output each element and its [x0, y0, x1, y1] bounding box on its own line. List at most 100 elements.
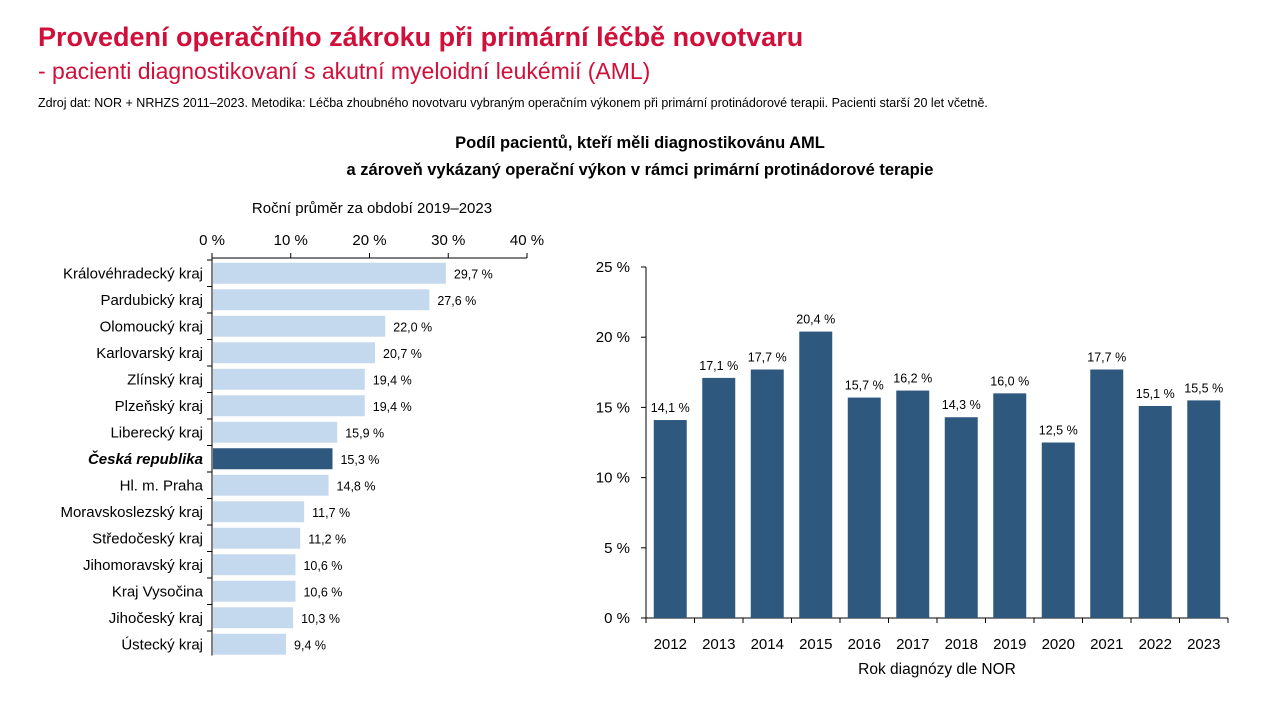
regional-category-label: Olomoucký kraj: [100, 318, 203, 335]
regional-x-tick-label: 20 %: [352, 232, 386, 249]
chart-heading-line-2: a zároveň vykázaný operační výkon v rámc…: [346, 161, 934, 179]
regional-bar: [213, 527, 301, 549]
regional-category-label: Plzeňský kraj: [115, 398, 203, 415]
yearly-x-tick-label: 2023: [1187, 636, 1220, 653]
regional-bar: [213, 421, 338, 443]
yearly-value-label: 15,1 %: [1136, 387, 1175, 401]
regional-value-label: 10,3 %: [301, 612, 340, 626]
regional-x-tick-label: 10 %: [274, 232, 308, 249]
yearly-bar: [944, 417, 978, 618]
regional-category-label: Liberecký kraj: [110, 424, 203, 441]
yearly-bar: [1187, 400, 1221, 618]
yearly-x-tick-label: 2020: [1042, 636, 1075, 653]
yearly-bar: [799, 331, 833, 618]
regional-bar-chart: 0 % 10 % 20 % 30 % 40 % Královéhradecký kraj 2…: [60, 232, 544, 656]
regional-value-label: 10,6 %: [303, 585, 342, 599]
yearly-x-tick-label: 2021: [1090, 636, 1123, 653]
yearly-value-label: 15,5 %: [1184, 381, 1223, 395]
regional-category-label: Moravskoslezský kraj: [60, 504, 203, 521]
yearly-value-label: 17,1 %: [699, 359, 738, 373]
regional-value-label: 19,4 %: [373, 373, 412, 387]
yearly-value-label: 14,1 %: [651, 401, 690, 415]
yearly-bar: [1041, 442, 1075, 618]
page-subtitle: - pacienti diagnostikovaní s akutní myel…: [38, 58, 651, 84]
regional-bar: [213, 342, 376, 364]
regional-bar: [213, 315, 386, 337]
yearly-value-label: 20,4 %: [796, 313, 835, 327]
yearly-value-label: 16,0 %: [990, 374, 1029, 388]
data-source-note: Zdroj dat: NOR + NRHZS 2011–2023. Metodi…: [38, 96, 988, 110]
yearly-bar: [847, 397, 881, 618]
regional-chart-title: Roční průměr za období 2019–2023: [251, 200, 493, 217]
regional-bar: [213, 368, 365, 390]
regional-category-label: Zlínský kraj: [127, 371, 203, 388]
regional-bar: [213, 395, 365, 417]
regional-bar: [213, 607, 294, 629]
regional-category-label: Hl. m. Praha: [120, 477, 204, 494]
yearly-x-tick-label: 2017: [896, 636, 929, 653]
yearly-bar: [750, 369, 784, 618]
regional-value-label: 10,6 %: [303, 559, 342, 573]
yearly-x-tick-label: 2014: [751, 636, 784, 653]
regional-category-label: Jihomoravský kraj: [83, 557, 203, 574]
yearly-x-tick-label: 2022: [1139, 636, 1172, 653]
regional-bar: [213, 262, 446, 284]
yearly-value-label: 17,7 %: [748, 350, 787, 364]
yearly-y-tick-label: 20 %: [596, 329, 630, 346]
regional-category-label: Kraj Vysočina: [112, 583, 204, 600]
yearly-x-tick-label: 2013: [702, 636, 735, 653]
regional-bar: [213, 633, 287, 655]
yearly-y-tick-label: 0 %: [604, 610, 630, 627]
regional-value-label: 11,7 %: [312, 506, 350, 520]
regional-category-label: Královéhradecký kraj: [63, 265, 203, 282]
regional-bar: [213, 289, 430, 311]
regional-bar: [213, 474, 329, 496]
regional-x-tick-label: 40 %: [510, 232, 544, 249]
regional-category-label: Ústecký kraj: [121, 636, 203, 653]
yearly-value-label: 15,7 %: [845, 379, 884, 393]
regional-x-tick-label: 30 %: [431, 232, 465, 249]
yearly-y-tick-label: 15 %: [596, 399, 630, 416]
regional-value-label: 15,9 %: [345, 426, 384, 440]
yearly-x-tick-label: 2016: [848, 636, 881, 653]
yearly-x-tick-label: 2012: [654, 636, 687, 653]
regional-value-label: 22,0 %: [393, 320, 432, 334]
page-title: Provedení operačního zákroku při primárn…: [38, 22, 804, 52]
yearly-bar: [1138, 405, 1172, 618]
yearly-y-tick-label: 25 %: [596, 259, 630, 276]
yearly-y-tick-label: 10 %: [596, 470, 630, 487]
yearly-value-label: 16,2 %: [893, 372, 932, 386]
regional-value-label: 11,2 %: [308, 532, 346, 546]
yearly-chart-x-axis-label: Rok diagnózy dle NOR: [858, 661, 1016, 678]
yearly-x-tick-label: 2015: [799, 636, 832, 653]
chart-heading-line-1: Podíl pacientů, kteří měli diagnostiková…: [455, 134, 825, 152]
regional-category-label: Česká republika: [88, 450, 203, 468]
yearly-value-label: 17,7 %: [1087, 350, 1126, 364]
regional-category-label: Pardubický kraj: [100, 292, 203, 309]
regional-value-label: 19,4 %: [373, 400, 412, 414]
yearly-bar: [702, 377, 736, 618]
regional-category-label: Karlovarský kraj: [96, 345, 203, 362]
regional-category-label: Středočeský kraj: [92, 530, 203, 547]
yearly-value-label: 12,5 %: [1039, 424, 1078, 438]
regional-bar: [213, 501, 305, 523]
regional-value-label: 9,4 %: [294, 638, 326, 652]
regional-x-tick-label: 0 %: [199, 232, 225, 249]
yearly-x-tick-label: 2019: [993, 636, 1026, 653]
regional-value-label: 29,7 %: [454, 267, 493, 281]
regional-value-label: 27,6 %: [437, 294, 476, 308]
regional-category-label: Jihočeský kraj: [109, 610, 203, 627]
yearly-bar-chart: 0 % 5 % 10 % 15 % 20 % 25 % 14,1 % 2012 17,1 % 20…: [596, 259, 1229, 653]
regional-bar: [213, 448, 333, 470]
yearly-x-tick-label: 2018: [945, 636, 978, 653]
yearly-value-label: 14,3 %: [942, 398, 981, 412]
regional-bar: [213, 554, 296, 576]
regional-bar: [213, 580, 296, 602]
regional-value-label: 20,7 %: [383, 347, 422, 361]
yearly-y-tick-label: 5 %: [604, 540, 630, 557]
yearly-bar: [653, 420, 687, 618]
yearly-bar: [993, 393, 1027, 618]
regional-value-label: 14,8 %: [337, 479, 376, 493]
yearly-bar: [1090, 369, 1124, 618]
